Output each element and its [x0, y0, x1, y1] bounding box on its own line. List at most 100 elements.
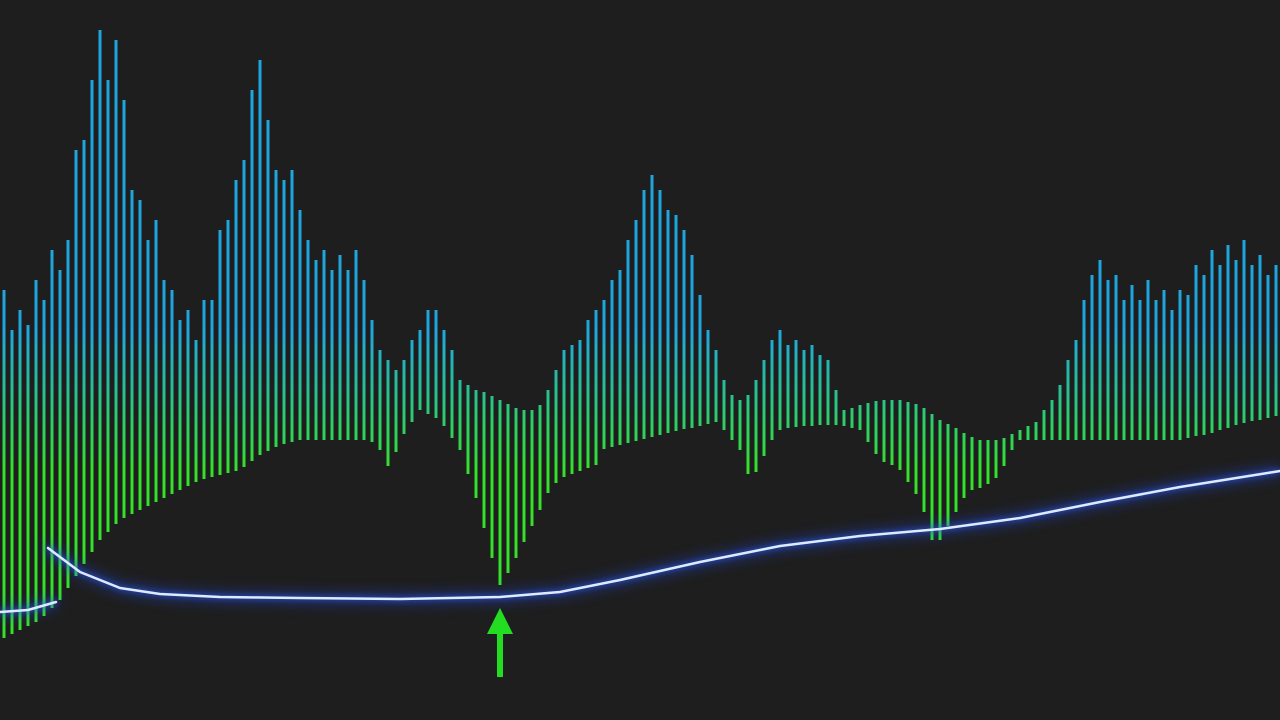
range-bar: [466, 385, 470, 474]
range-bar: [210, 300, 214, 477]
range-bar: [602, 300, 606, 449]
range-bar: [866, 403, 870, 442]
range-bar: [626, 240, 630, 443]
range-bar: [418, 330, 422, 410]
range-bar: [490, 396, 494, 558]
range-bar: [186, 310, 190, 486]
range-bar: [450, 350, 454, 438]
range-bar: [1258, 255, 1262, 420]
range-bar: [66, 240, 70, 588]
range-bar: [442, 330, 446, 426]
range-bar: [986, 440, 990, 484]
range-bar: [1018, 430, 1022, 440]
range-bar: [674, 215, 678, 431]
range-bar: [1122, 300, 1126, 440]
range-bar: [538, 405, 542, 510]
range-bar: [114, 40, 118, 524]
range-bar: [298, 210, 302, 440]
range-bar: [314, 260, 318, 440]
range-bar: [754, 380, 758, 472]
range-bar: [898, 400, 902, 470]
range-bar: [386, 360, 390, 466]
range-bar: [170, 290, 174, 494]
range-bar: [1058, 385, 1062, 440]
range-bar: [1090, 275, 1094, 440]
range-bar: [498, 400, 502, 585]
range-bar: [890, 400, 894, 465]
range-bar: [154, 220, 158, 502]
range-bar: [346, 270, 350, 440]
range-bar: [1138, 300, 1142, 440]
range-bar: [1234, 260, 1238, 425]
range-bar: [42, 300, 46, 616]
range-bar: [250, 90, 254, 461]
range-bar: [762, 360, 766, 456]
range-bar: [1170, 310, 1174, 440]
range-bar: [1178, 290, 1182, 440]
range-bar: [1266, 275, 1270, 418]
bars: [2, 30, 1278, 638]
range-bar: [34, 280, 38, 622]
range-bar: [202, 300, 206, 479]
range-bar: [914, 404, 918, 494]
curve-layer: [0, 469, 1280, 614]
range-bar: [330, 270, 334, 440]
range-bar: [1066, 360, 1070, 440]
range-bar: [1034, 422, 1038, 440]
range-bar: [1050, 400, 1054, 440]
range-bar: [1082, 300, 1086, 440]
range-bar: [434, 310, 438, 418]
range-bar: [850, 408, 854, 428]
range-bar: [906, 402, 910, 482]
range-bar: [106, 80, 110, 532]
range-bar: [98, 30, 102, 540]
range-bar: [162, 280, 166, 498]
range-bar: [882, 400, 886, 462]
range-bar: [26, 325, 30, 626]
range-bar: [658, 190, 662, 435]
range-bar: [650, 175, 654, 437]
range-bar: [410, 340, 414, 422]
range-bar: [642, 190, 646, 439]
range-bar: [514, 408, 518, 558]
range-bar: [242, 160, 246, 467]
range-bar: [618, 270, 622, 445]
range-bar: [962, 433, 966, 498]
range-bar: [802, 350, 806, 426]
range-bar: [818, 355, 822, 425]
range-bar: [482, 392, 486, 528]
range-bar: [226, 220, 230, 473]
range-bar: [1154, 300, 1158, 440]
range-bar: [146, 240, 150, 506]
range-bar: [834, 390, 838, 425]
range-bar: [770, 340, 774, 440]
range-bar: [506, 404, 510, 573]
range-bar: [874, 401, 878, 454]
range-bar: [938, 420, 942, 540]
range-bar: [746, 395, 750, 474]
range-bar: [362, 280, 366, 440]
range-bar: [930, 414, 934, 540]
range-bar: [562, 350, 566, 477]
range-bar: [474, 390, 478, 498]
range-bar: [1162, 290, 1166, 440]
range-bar: [690, 255, 694, 428]
range-bar: [1226, 245, 1230, 428]
range-bar: [594, 310, 598, 465]
range-bar: [522, 410, 526, 542]
range-bar: [178, 320, 182, 490]
trend-curve: [0, 469, 1280, 614]
range-bar: [714, 350, 718, 422]
range-bar: [18, 310, 22, 630]
range-bar: [130, 190, 134, 514]
range-bar: [842, 410, 846, 426]
range-bar: [778, 330, 782, 430]
range-bar: [1074, 340, 1078, 440]
range-bar: [50, 250, 54, 608]
range-bar: [682, 230, 686, 429]
range-bar: [1210, 250, 1214, 433]
range-bar: [1186, 295, 1190, 438]
range-bar: [666, 210, 670, 433]
